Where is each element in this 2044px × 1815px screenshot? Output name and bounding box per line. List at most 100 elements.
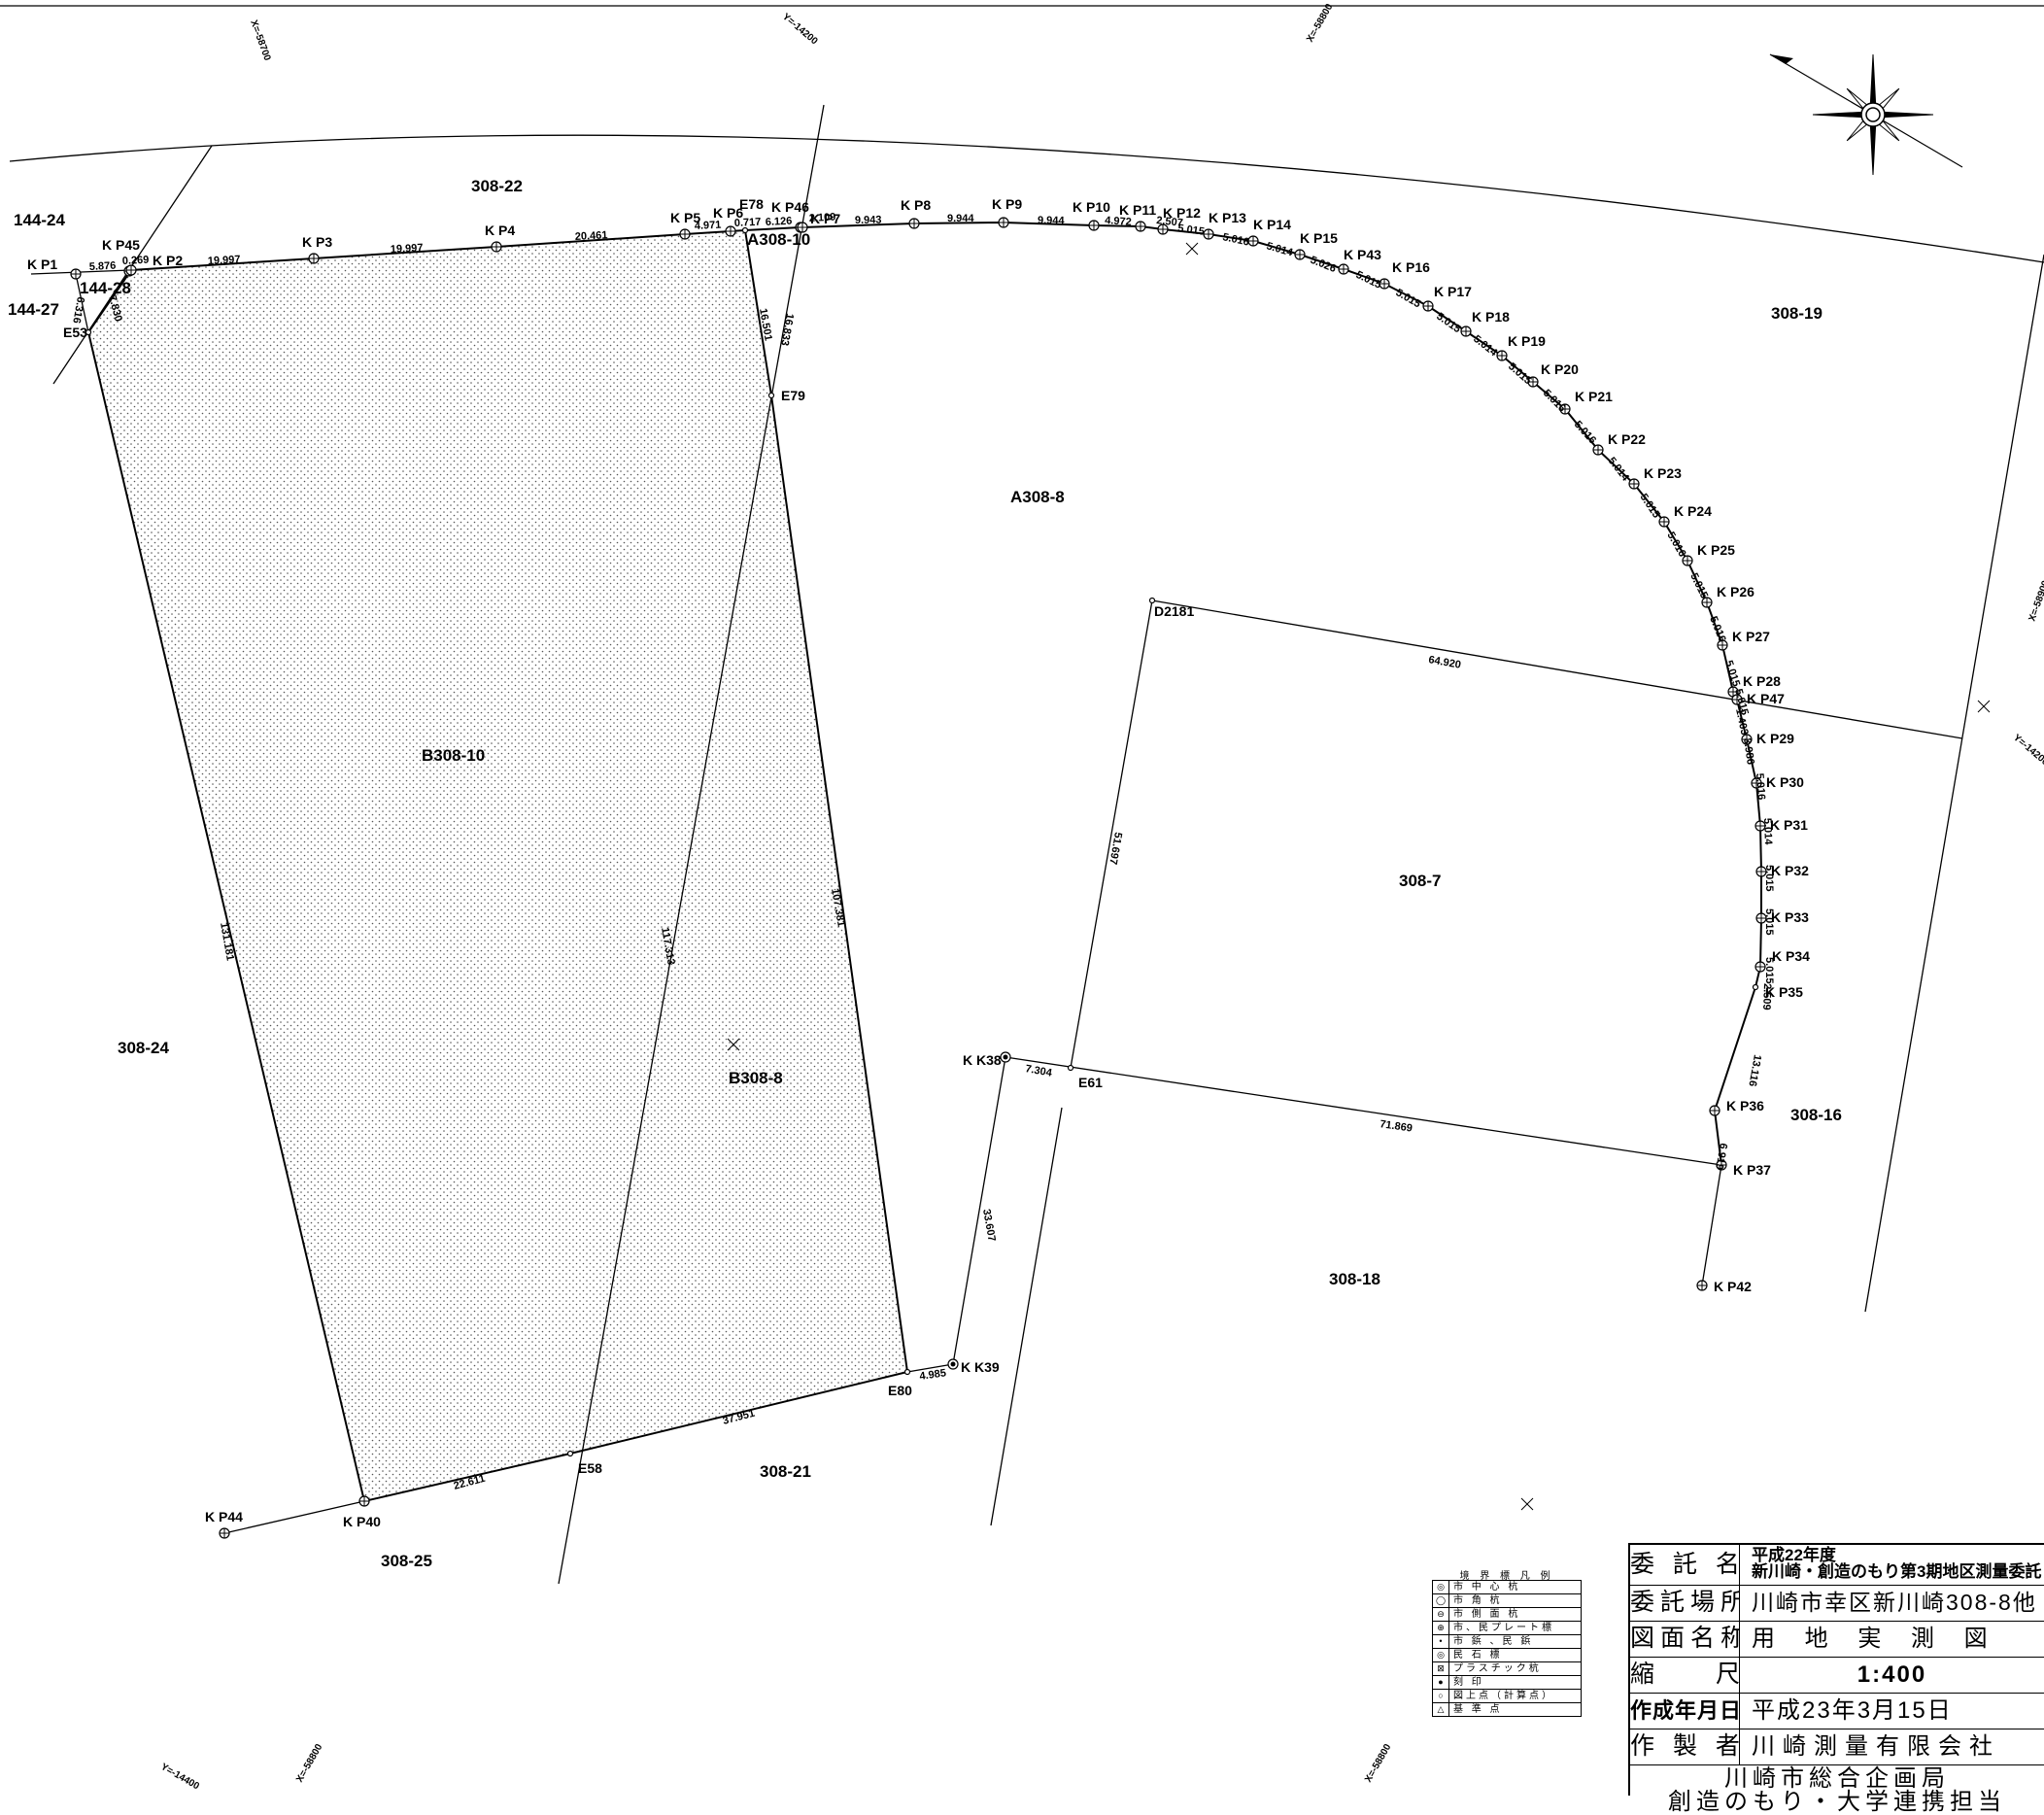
- parcel-label-308-16: 308-16: [1790, 1106, 1842, 1124]
- distance-label: 20.461: [575, 229, 608, 243]
- survey-point-kp5: [679, 228, 691, 240]
- survey-point-kp15: [1294, 249, 1306, 260]
- legend-item: • 市 鋲 、民 鋲: [1433, 1635, 1581, 1649]
- calc-point-icon: [1067, 1064, 1074, 1072]
- boundary-e58-line: [558, 104, 825, 1585]
- grid-cross-icon: [727, 1038, 740, 1051]
- boundary-kp40-kp44: [223, 1500, 365, 1534]
- distance-label: 9.944: [1038, 215, 1066, 226]
- survey-point-kp47: [1731, 694, 1743, 705]
- point-label-kp42: K P42: [1714, 1279, 1752, 1294]
- point-label-kp14: K P14: [1253, 217, 1291, 232]
- survey-point-kp6: [725, 225, 736, 237]
- survey-point-kp11: [1135, 221, 1146, 232]
- parcel-label-308-22: 308-22: [471, 177, 523, 195]
- survey-point-kp40: [358, 1495, 370, 1507]
- drawing-value: 用 地 実 測 図: [1752, 1626, 1999, 1652]
- legend-text: 基 準 点: [1453, 1704, 1503, 1715]
- point-label-kk38: K K38: [963, 1052, 1002, 1068]
- point-label-kp21: K P21: [1575, 389, 1613, 404]
- point-label-kp1: K P1: [27, 257, 57, 272]
- point-label-e53: E53: [63, 325, 87, 340]
- client-block: 川崎市総合企画局 創造のもり・大学連携担当: [1630, 1765, 2044, 1814]
- distance-label: 5.014: [1761, 818, 1774, 846]
- survey-point-kp29: [1741, 734, 1753, 745]
- point-label-e78: E78: [739, 196, 764, 212]
- legend-symbol-icon: ○: [1433, 1690, 1449, 1702]
- survey-point-e79: [767, 392, 775, 399]
- distance-label: 64.920: [1427, 654, 1461, 671]
- survey-point-kk39: [947, 1358, 959, 1370]
- point-label-kp19: K P19: [1508, 333, 1546, 349]
- calc-point-icon: [85, 328, 92, 336]
- survey-point-kp9: [998, 217, 1009, 228]
- survey-point-kp14: [1247, 235, 1259, 247]
- client-line1: 川崎市総合企画局: [1724, 1765, 1950, 1792]
- survey-point-kp4: [491, 241, 502, 253]
- survey-point-kp44: [219, 1527, 230, 1539]
- survey-point-kp17: [1422, 300, 1434, 312]
- survey-point-kp7: [797, 222, 808, 233]
- legend-text: 市 中 心 杭: [1453, 1582, 1521, 1592]
- point-label-kp4: K P4: [485, 223, 515, 238]
- parcel-label-144-27: 144-27: [8, 300, 59, 319]
- legend-item: △ 基 準 点: [1433, 1703, 1581, 1716]
- survey-point-kp3: [308, 253, 320, 264]
- legend-symbol-icon: •: [1433, 1635, 1449, 1648]
- legend-symbol-icon: ◯: [1433, 1594, 1449, 1607]
- commission-line1: 平成22年度: [1752, 1546, 1836, 1564]
- boundary-144-line: [52, 145, 213, 385]
- point-label-kp3: K P3: [302, 234, 332, 250]
- point-label-e79: E79: [781, 388, 805, 403]
- distance-label: 13.116: [1746, 1053, 1763, 1087]
- survey-point-e53: [85, 328, 92, 336]
- date-key: 作成年月日: [1630, 1694, 1740, 1729]
- point-label-kp10: K P10: [1073, 199, 1110, 215]
- point-label-kp7: K P7: [810, 211, 840, 226]
- client-line2: 創造のもり・大学連携担当: [1668, 1789, 2006, 1815]
- point-label-kp37: K P37: [1733, 1162, 1771, 1178]
- point-label-kp6: K P6: [713, 205, 743, 221]
- survey-point-kp31: [1754, 820, 1766, 832]
- survey-point-kp12: [1157, 223, 1169, 235]
- tb-row-commission: 委 託 名 平成22年度 新川崎・創造のもり第3期地区測量委託: [1630, 1545, 2044, 1586]
- legend-symbol-icon: ◎: [1433, 1649, 1449, 1661]
- legend-symbol-icon: ⊕: [1433, 1622, 1449, 1634]
- distance-label: 5.016: [1221, 231, 1249, 248]
- author-key: 作 製 者: [1630, 1729, 1740, 1764]
- distance-label: 51.697: [1107, 831, 1124, 865]
- distance-label: 2.109: [809, 212, 836, 224]
- survey-point-kp30: [1751, 777, 1762, 789]
- distance-label: 1.403: [1733, 707, 1750, 736]
- distance-label: 71.869: [1380, 1118, 1414, 1135]
- legend-text: 刻 印: [1453, 1677, 1484, 1688]
- survey-point-kk38: [1000, 1051, 1011, 1063]
- survey-point-kp43: [1338, 263, 1349, 275]
- location-key: 委託場所: [1630, 1586, 1740, 1621]
- point-label-kp12: K P12: [1163, 205, 1201, 221]
- tb-row-scale: 縮 尺 1:400: [1630, 1658, 2044, 1694]
- parcel-label-308-21: 308-21: [760, 1462, 811, 1481]
- point-label-d2181: D2181: [1154, 603, 1194, 619]
- distance-label: 9.943: [855, 215, 882, 226]
- legend-item: ⊠ プラスチック杭: [1433, 1662, 1581, 1676]
- survey-point-kp21: [1559, 403, 1571, 415]
- point-label-e61: E61: [1078, 1075, 1103, 1090]
- legend-item: ◎ 市 中 心 杭: [1433, 1581, 1581, 1594]
- point-label-kp9: K P9: [992, 196, 1022, 212]
- date-value: 平成23年3月15日: [1752, 1697, 1953, 1724]
- point-label-kp33: K P33: [1771, 909, 1809, 925]
- survey-point-kp22: [1592, 444, 1604, 456]
- boundary-308-18-west: [990, 1107, 1063, 1526]
- survey-point-kp27: [1717, 639, 1728, 651]
- parcel-label-308-18: 308-18: [1329, 1270, 1380, 1288]
- point-label-kp13: K P13: [1209, 210, 1246, 225]
- point-label-kp36: K P36: [1726, 1098, 1764, 1113]
- survey-point-kp37: [1716, 1159, 1727, 1171]
- point-label-kp47: K P47: [1747, 691, 1785, 706]
- parcel-label-144-24: 144-24: [14, 211, 65, 229]
- distance-label: 4.985: [919, 1367, 947, 1383]
- tb-row-location: 委託場所 川崎市幸区新川崎308-8他: [1630, 1586, 2044, 1622]
- distance-label: 0.717: [734, 217, 762, 229]
